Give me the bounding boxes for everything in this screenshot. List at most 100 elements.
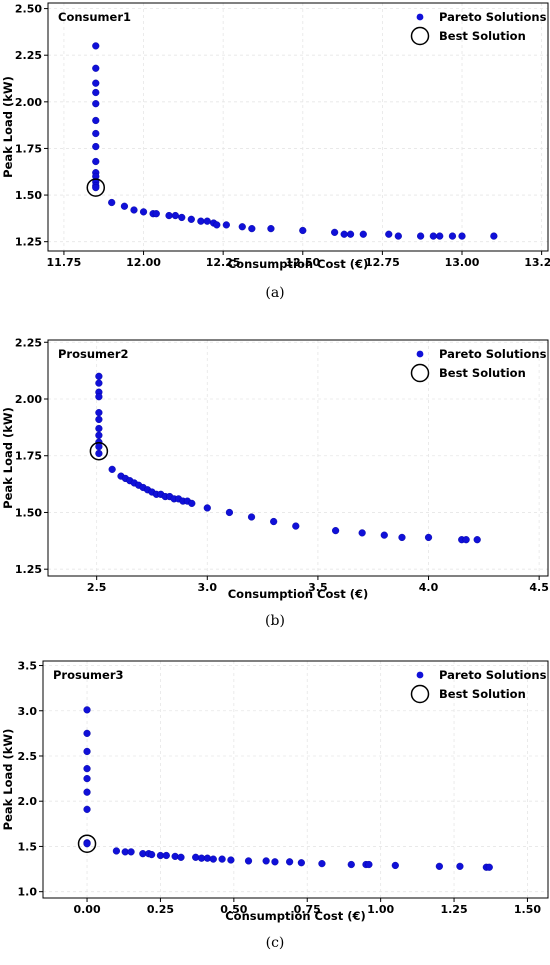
x-axis-label: Consumption Cost (€) (225, 909, 366, 923)
pareto-point-11 (108, 465, 116, 473)
pareto-point-19 (192, 853, 200, 861)
pareto-point-24 (197, 217, 205, 225)
legend-label-best: Best Solution (439, 687, 526, 701)
pareto-point-41 (473, 536, 481, 544)
pareto-point-32 (299, 226, 307, 235)
best-solution-marker (77, 834, 97, 853)
pareto-point-38 (485, 863, 493, 871)
chart-title: Consumer1 (58, 10, 131, 24)
y-tick-label-4: 2.25 (15, 336, 42, 349)
figure-caption-c: (c) (265, 935, 285, 951)
y-tick-label-5: 2.50 (15, 3, 42, 16)
pareto-point-29 (203, 504, 211, 512)
y-tick-label-0: 1.25 (15, 236, 42, 249)
pareto-point-8 (83, 840, 91, 848)
pareto-point-13 (92, 184, 100, 192)
x-tick-label-4: 1.00 (367, 903, 394, 916)
pareto-point-28 (286, 858, 294, 866)
y-tick-label-2: 1.75 (15, 450, 42, 463)
chart-title: Prosumer3 (53, 668, 124, 682)
figure-caption-a: (a) (265, 285, 285, 301)
x-tick-label-0: 2.5 (87, 581, 107, 594)
x-tick-label-1: 3.0 (198, 581, 218, 594)
pareto-point-4 (92, 100, 100, 108)
pareto-point-1 (92, 64, 100, 72)
pareto-point-17 (171, 852, 179, 860)
pareto-point-10 (95, 449, 103, 458)
pareto-point-21 (171, 211, 179, 220)
best-solution-marker (89, 441, 109, 461)
x-tick-label-5: 1.25 (440, 903, 467, 916)
pareto-point-5 (92, 116, 100, 125)
x-tick-label-2: 12.25 (206, 256, 241, 269)
pareto-point-6 (92, 129, 100, 138)
pareto-point-41 (436, 232, 444, 240)
pareto-point-33 (365, 860, 373, 869)
y-tick-label-3: 2.00 (15, 393, 42, 406)
chart-panel-prosumer3: 0.00 0.25 0.50 0.75 1.00 1.25 1.50 1.0 1.5 2.0 2.5… (0, 638, 550, 965)
pareto-point-29 (238, 223, 246, 231)
legend-marker-best (410, 26, 430, 46)
pareto-point-15 (120, 202, 129, 210)
y-tick-label-1: 1.50 (15, 189, 42, 202)
pareto-point-6 (83, 805, 91, 813)
pareto-point-33 (331, 228, 339, 236)
pareto-point-36 (456, 862, 464, 870)
y-tick-label-3: 2.00 (15, 96, 42, 109)
pareto-point-4 (95, 409, 103, 417)
pareto-point-28 (222, 221, 230, 229)
pareto-point-7 (95, 431, 103, 439)
legend-marker-pareto (416, 671, 424, 679)
y-tick-label-0: 1.0 (18, 886, 38, 899)
pareto-point-40 (462, 536, 470, 544)
pareto-point-7 (92, 142, 100, 151)
pareto-point-38 (394, 232, 402, 240)
pareto-point-2 (83, 747, 91, 756)
legend-label-pareto: Pareto Solutions (439, 347, 547, 361)
pareto-point-14 (108, 198, 116, 207)
pareto-point-5 (83, 788, 91, 796)
pareto-point-34 (340, 230, 348, 238)
pareto-point-30 (248, 225, 256, 233)
pareto-point-0 (95, 372, 103, 380)
pareto-point-37 (385, 230, 393, 238)
x-tick-label-6: 13.25 (524, 256, 550, 269)
pareto-point-9 (112, 847, 121, 855)
pareto-point-9 (95, 443, 103, 451)
pareto-point-39 (417, 232, 425, 240)
y-tick-label-4: 3.0 (18, 705, 38, 718)
x-tick-label-0: 11.75 (47, 256, 82, 269)
pareto-point-18 (177, 853, 185, 861)
y-tick-label-2: 2.0 (18, 795, 38, 808)
pareto-point-5 (95, 415, 103, 424)
pareto-point-21 (203, 854, 212, 862)
y-axis-label: Peak Load (kW) (1, 76, 15, 178)
pareto-point-33 (292, 522, 300, 530)
pareto-point-23 (218, 855, 226, 863)
pareto-point-11 (127, 848, 135, 856)
pareto-point-8 (92, 157, 100, 166)
y-tick-label-1: 1.50 (15, 506, 42, 519)
legend-marker-best (410, 363, 430, 383)
pareto-point-14 (148, 850, 156, 859)
legend-marker-best (410, 684, 430, 704)
pareto-point-31 (247, 513, 256, 521)
plot-frame (47, 339, 549, 577)
pareto-point-3 (95, 393, 103, 401)
chart-title: Prosumer2 (58, 347, 129, 361)
scatter-chart-prosumer3: 0.00 0.25 0.50 0.75 1.00 1.25 1.50 1.0 1.5 2.0 2.5… (1, 660, 549, 923)
pareto-point-29 (297, 859, 305, 867)
x-tick-label-4: 12.75 (365, 256, 400, 269)
scatter-chart-consumer1: 11.75 12.00 12.25 12.50 12.75 13.00 13.25 1.25 1… (1, 2, 550, 271)
plot-frame (47, 2, 549, 252)
pareto-point-22 (178, 213, 186, 222)
pareto-point-31 (267, 225, 275, 233)
pareto-point-1 (95, 379, 103, 387)
pareto-point-17 (139, 208, 148, 216)
y-tick-label-3: 2.5 (18, 750, 38, 763)
pareto-point-36 (380, 531, 388, 539)
x-tick-label-6: 1.50 (514, 903, 541, 916)
legend-marker-pareto (416, 350, 424, 358)
y-tick-label-5: 3.5 (18, 660, 38, 673)
pareto-point-19 (152, 210, 160, 218)
